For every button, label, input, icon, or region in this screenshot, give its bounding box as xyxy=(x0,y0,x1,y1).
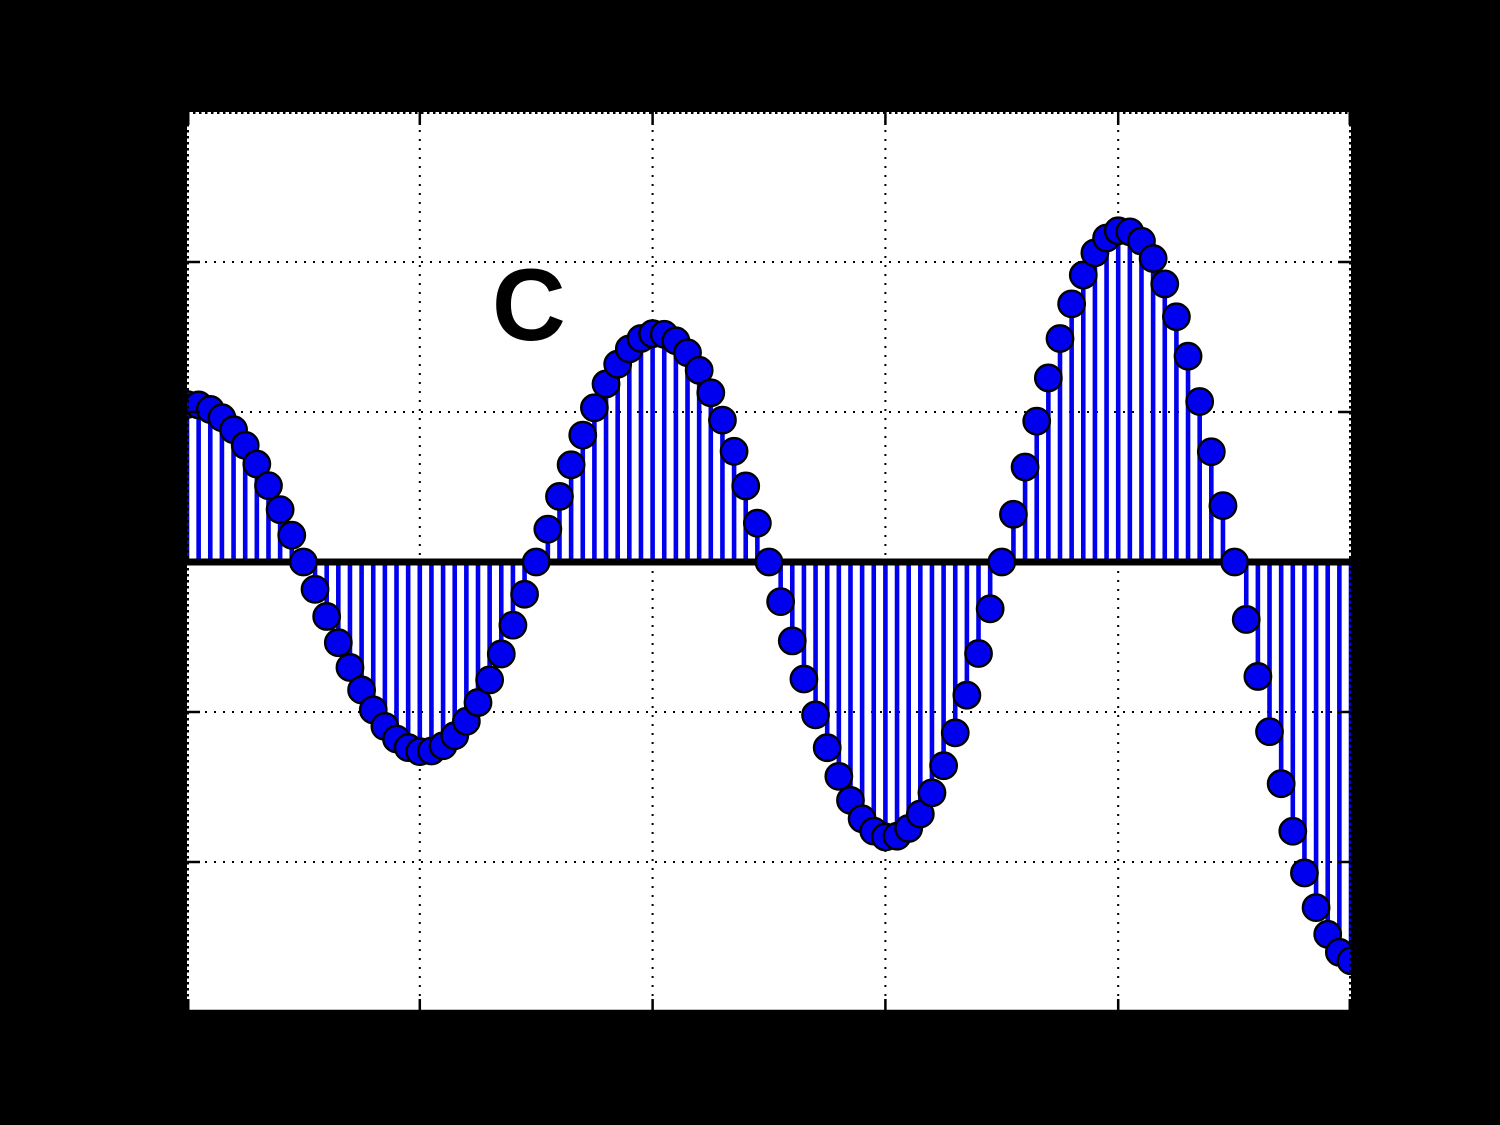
stem-marker xyxy=(975,594,1005,624)
stem-marker xyxy=(1255,717,1284,747)
stem-marker xyxy=(812,733,842,763)
stem-marker xyxy=(708,405,737,435)
stem-marker xyxy=(265,495,295,525)
stem-marker xyxy=(987,547,1017,577)
stem-marker xyxy=(312,602,342,631)
stem-marker xyxy=(1266,769,1296,799)
stem-marker xyxy=(801,700,830,730)
stem-marker xyxy=(556,450,586,480)
panel-label: C xyxy=(492,248,566,362)
stem-marker xyxy=(1278,816,1308,846)
stem-marker xyxy=(510,579,539,609)
stem-marker xyxy=(789,664,819,694)
stem-marker xyxy=(742,508,772,538)
stem-marker xyxy=(533,514,563,544)
stem-marker xyxy=(964,639,993,668)
stem-marker xyxy=(1173,341,1203,371)
plot-area: C xyxy=(187,112,1351,1012)
stem-marker xyxy=(1220,547,1250,577)
stem-marker xyxy=(521,547,551,577)
stem-marker xyxy=(498,610,528,640)
stem-marker xyxy=(696,378,726,408)
stem-marker xyxy=(1057,289,1087,319)
stem-marker xyxy=(684,355,714,385)
stem-marker xyxy=(1231,605,1261,634)
stem-marker xyxy=(486,639,516,669)
stem-marker xyxy=(754,547,784,577)
stem-marker xyxy=(568,420,598,450)
stem-marker xyxy=(1068,260,1098,290)
stem-marker xyxy=(1243,662,1273,691)
stem-marker xyxy=(254,471,283,501)
stem-marker xyxy=(1033,363,1063,393)
stem-marker xyxy=(1045,324,1075,353)
stem-marker xyxy=(579,393,609,423)
stem-marker xyxy=(917,778,947,808)
stem-marker xyxy=(545,482,574,511)
stem-marker xyxy=(475,665,505,695)
stem-marker xyxy=(719,436,749,466)
stem-marker xyxy=(1301,893,1331,922)
stem-marker xyxy=(1138,244,1168,273)
stem-chart xyxy=(187,112,1351,1012)
stem-marker xyxy=(824,761,854,791)
stem-marker xyxy=(1196,437,1226,467)
stem-marker xyxy=(289,547,318,577)
stem-marker xyxy=(323,628,353,658)
stem-marker xyxy=(731,471,761,501)
stem-marker xyxy=(300,574,330,604)
stem-marker xyxy=(1208,491,1238,520)
stem-marker xyxy=(1336,946,1351,976)
stem-marker xyxy=(1290,858,1319,888)
stem-marker xyxy=(335,653,365,682)
stem-marker xyxy=(1022,406,1052,436)
stem-marker xyxy=(1150,269,1180,299)
stem-marker xyxy=(1162,302,1191,332)
stem-marker xyxy=(463,688,493,717)
stem-marker xyxy=(766,587,796,616)
stem-marker xyxy=(1185,387,1215,416)
stem-marker xyxy=(777,626,807,656)
stem-marker xyxy=(940,718,970,748)
stem-marker xyxy=(999,499,1028,529)
stem-marker xyxy=(1010,452,1040,482)
stem-marker xyxy=(952,680,982,710)
stem-marker xyxy=(277,520,307,550)
stem-marker xyxy=(929,751,958,781)
